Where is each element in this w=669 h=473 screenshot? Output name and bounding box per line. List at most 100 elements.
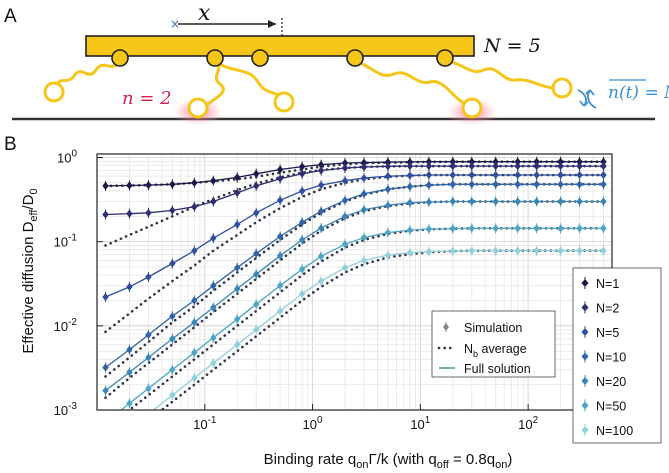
sim-point-N=100 xyxy=(169,391,176,400)
sim-point-N=5 xyxy=(533,170,540,179)
sim-point-N=10 xyxy=(360,189,368,198)
sim-point-N=10 xyxy=(384,185,392,194)
sim-point-N=10 xyxy=(317,207,325,216)
sim-point-N=5 xyxy=(576,170,583,179)
sim-point-N=5 xyxy=(492,170,499,179)
n-bound-label: n = 2 xyxy=(122,88,172,109)
free-bead xyxy=(43,81,65,103)
sim-point-N=50 xyxy=(492,224,499,233)
sim-point-N=20 xyxy=(317,224,325,233)
sim-point-N=20 xyxy=(406,198,414,207)
svg-text:×: × xyxy=(170,17,180,31)
sim-point-N=20 xyxy=(557,197,564,206)
sim-point-N=100 xyxy=(406,248,414,257)
displacement-arrow: × x xyxy=(170,1,283,36)
sim-point-N=100 xyxy=(210,359,217,368)
sim-point-N=5 xyxy=(234,220,241,229)
sim-point-N=2 xyxy=(317,166,325,175)
sim-point-N=100 xyxy=(576,246,583,255)
y-tick-label: 10-3 xyxy=(54,401,78,418)
sim-point-N=5 xyxy=(191,246,198,255)
free-bead xyxy=(551,77,573,99)
sim-point-N=100 xyxy=(234,340,241,349)
legend-N-label: N=20 xyxy=(596,375,626,389)
sim-point-N=20 xyxy=(425,198,433,207)
sim-point-N=2 xyxy=(253,181,260,190)
sim-point-N=2 xyxy=(210,197,217,206)
sim-point-N=10 xyxy=(576,180,583,189)
sim-point-N=2 xyxy=(126,209,133,218)
attachment-bead xyxy=(436,49,454,67)
tether xyxy=(443,59,556,90)
sim-point-N=5 xyxy=(276,196,284,205)
legend-sim-marker xyxy=(443,323,449,331)
sim-point-N=20 xyxy=(191,318,198,327)
sim-point-N=50 xyxy=(126,399,133,408)
tether xyxy=(353,59,468,106)
sim-point-N=20 xyxy=(360,205,368,214)
sim-point-N=100 xyxy=(449,246,456,255)
x-tick-label: 100 xyxy=(303,415,323,432)
panel-a: A xyxy=(4,1,669,126)
full-solution-line-N=5 xyxy=(105,174,604,298)
exchange-arrows-icon xyxy=(577,89,597,109)
sim-point-N=5 xyxy=(253,208,260,217)
sim-point-N=50 xyxy=(276,281,284,290)
sim-point-N=1 xyxy=(169,180,176,189)
sim-point-N=50 xyxy=(533,224,540,233)
sim-point-N=100 xyxy=(384,251,392,260)
sim-point-N=100 xyxy=(191,373,198,382)
sim-point-N=20 xyxy=(169,334,176,343)
legend-N-marker xyxy=(581,426,589,434)
sim-point-N=5 xyxy=(384,172,392,181)
bound-bead xyxy=(187,97,209,119)
tether xyxy=(213,59,284,102)
sim-point-N=50 xyxy=(210,333,217,342)
full-solution-line-N=1 xyxy=(105,161,604,187)
sim-point-N=50 xyxy=(360,233,368,242)
sim-point-N=5 xyxy=(449,170,456,179)
sim-point-N=1 xyxy=(234,173,241,182)
sim-point-N=100 xyxy=(317,277,325,286)
sim-point-N=2 xyxy=(234,188,241,197)
sim-point-N=50 xyxy=(145,384,152,393)
sim-point-N=20 xyxy=(576,197,583,206)
sim-point-N=2 xyxy=(191,202,198,211)
sim-point-N=2 xyxy=(406,162,414,171)
sim-point-N=1 xyxy=(191,178,198,187)
tethers xyxy=(54,59,556,106)
legend-N-label: N=100 xyxy=(596,424,633,438)
sim-point-N=20 xyxy=(341,212,349,221)
sim-point-N=50 xyxy=(468,224,475,233)
sim-point-N=1 xyxy=(276,165,284,174)
sim-point-N=100 xyxy=(425,247,433,256)
sim-point-N=100 xyxy=(492,246,499,255)
sim-point-N=1 xyxy=(253,169,260,178)
sim-point-N=50 xyxy=(449,224,456,233)
sim-point-N=20 xyxy=(514,197,521,206)
sim-point-N=20 xyxy=(600,197,607,206)
sim-point-N=5 xyxy=(169,259,176,268)
legend-N-label: N=2 xyxy=(596,302,619,316)
sim-point-N=5 xyxy=(145,273,152,282)
y-axis-label: Effective diffusion Deff/D0 xyxy=(20,188,40,353)
sim-point-N=100 xyxy=(600,246,607,255)
panel-a-label: A xyxy=(4,6,17,27)
legend-N-label: N=5 xyxy=(596,326,619,340)
legend-N: N=1 N=2 N=5 N=10 N=20 N=50 N=100 xyxy=(572,267,662,444)
bound-bead xyxy=(461,97,483,119)
sim-point-N=100 xyxy=(468,246,475,255)
sim-point-N=1 xyxy=(145,181,152,190)
y-tick-label: 100 xyxy=(57,148,77,165)
legend-main-label: Simulation xyxy=(464,321,522,335)
x-axis-label: Binding rate qonΓ/k (with qoff = 0.8qon) xyxy=(264,451,513,471)
sim-point-N=2 xyxy=(533,162,540,171)
sim-point-N=50 xyxy=(317,252,325,261)
tether xyxy=(206,59,225,106)
sim-point-N=10 xyxy=(557,180,564,189)
full-solution-line-N=100 xyxy=(152,250,604,410)
sim-point-N=10 xyxy=(492,180,499,189)
sim-point-N=2 xyxy=(360,163,368,172)
y-tick-label: 10-2 xyxy=(54,317,78,334)
legend-N-label: N=1 xyxy=(596,277,619,291)
